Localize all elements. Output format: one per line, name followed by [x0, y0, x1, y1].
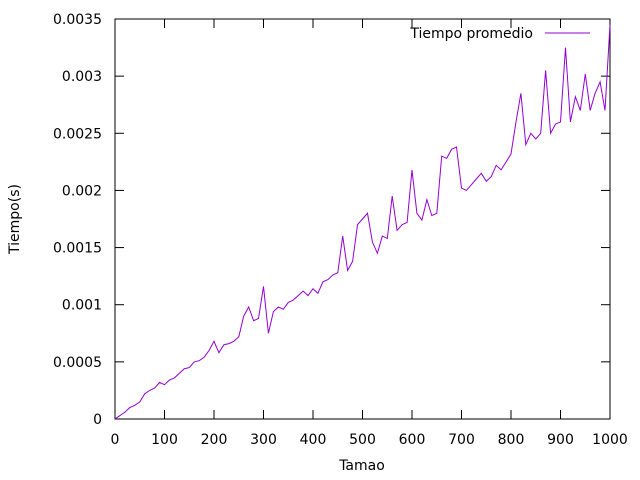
x-tick-label: 700	[448, 432, 475, 448]
plot-frame	[114, 18, 611, 420]
x-tick-label: 0	[111, 432, 120, 448]
y-axis: 0 0.0005 0.001 0.0015 0.002 0.0025 0.003 0.0035	[53, 12, 610, 428]
x-tick-label: 600	[399, 432, 426, 448]
x-tick-label: 300	[250, 432, 277, 448]
y-tick-label: 0.003	[62, 69, 102, 85]
x-axis: 0 100 200 300 400 500 600 700 800 900 1000	[111, 19, 628, 448]
y-tick-label: 0.0005	[53, 355, 102, 371]
y-tick-label: 0.002	[62, 183, 102, 199]
y-tick-label: 0.0025	[53, 126, 102, 142]
x-tick-label: 100	[151, 432, 178, 448]
y-tick-label: 0.0015	[53, 241, 102, 257]
x-tick-label: 200	[201, 432, 228, 448]
x-tick-label: 800	[498, 432, 525, 448]
y-tick-label: 0.0035	[53, 12, 102, 28]
x-tick-label: 1000	[592, 432, 628, 448]
x-tick-label: 400	[300, 432, 327, 448]
x-tick-label: 500	[349, 432, 376, 448]
legend: Tiempo promedio	[409, 26, 590, 42]
y-tick-label: 0.001	[62, 298, 102, 314]
x-axis-label: Tamao	[338, 458, 385, 474]
y-tick-label: 0	[93, 412, 102, 428]
series-line-tiempo-promedio	[114, 24, 611, 420]
y-axis-label: Tiempo(s)	[7, 184, 23, 255]
x-tick-label: 900	[547, 432, 574, 448]
legend-label: Tiempo promedio	[409, 26, 533, 42]
